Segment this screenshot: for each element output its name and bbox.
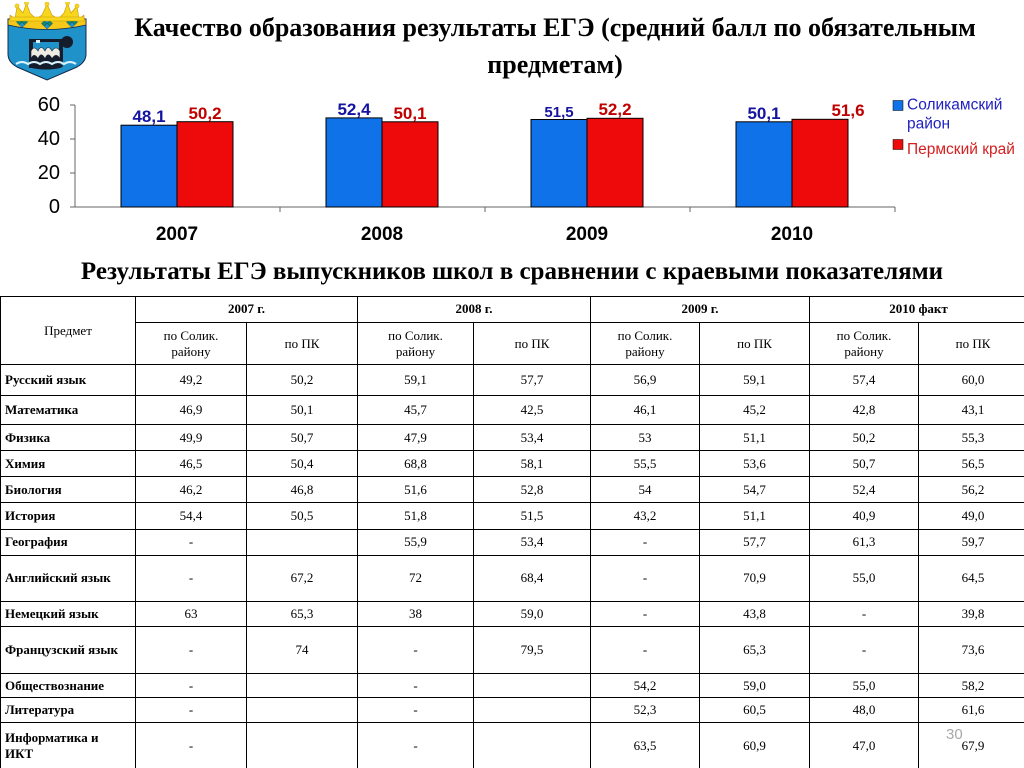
svg-text:52,2: 52,2 (598, 100, 631, 119)
svg-text:2009: 2009 (566, 224, 608, 245)
svg-text:район: район (907, 116, 950, 133)
svg-text:50,2: 50,2 (188, 104, 221, 123)
svg-text:51,5: 51,5 (544, 104, 573, 121)
svg-text:48,1: 48,1 (132, 107, 165, 126)
svg-text:0: 0 (49, 196, 60, 218)
svg-text:20: 20 (38, 162, 60, 184)
svg-text:50,1: 50,1 (393, 104, 426, 123)
svg-text:2007: 2007 (156, 224, 198, 245)
svg-text:60: 60 (38, 94, 60, 116)
svg-text:40: 40 (38, 128, 60, 150)
svg-text:Соликамский: Соликамский (907, 97, 1002, 114)
svg-text:50,1: 50,1 (747, 104, 780, 123)
svg-text:2010: 2010 (771, 224, 813, 245)
svg-text:2008: 2008 (361, 224, 403, 245)
svg-text:51,6: 51,6 (831, 101, 864, 120)
svg-text:52,4: 52,4 (337, 100, 371, 119)
svg-text:Пермский край: Пермский край (907, 141, 1015, 158)
